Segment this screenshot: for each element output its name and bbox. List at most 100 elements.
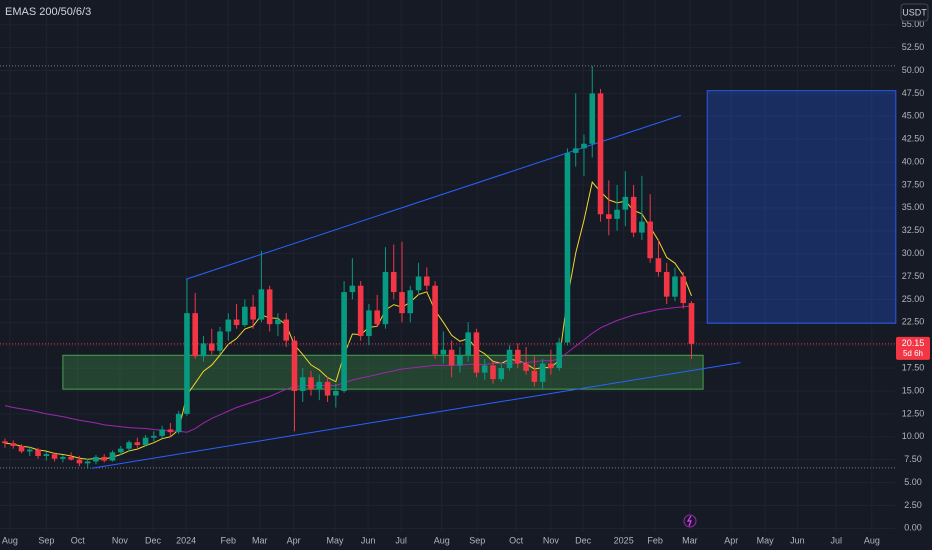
- y-tick-label: 50.00: [902, 65, 925, 75]
- candle-body: [589, 93, 596, 144]
- x-tick-label: May: [757, 535, 775, 545]
- y-tick-label: 52.50: [902, 42, 925, 52]
- y-tick-label: 22.50: [902, 317, 925, 327]
- y-tick-label: 12.50: [902, 408, 925, 418]
- candle-body: [432, 285, 438, 355]
- x-tick-label: Dec: [145, 535, 162, 545]
- candle-body: [10, 443, 17, 446]
- candle-body: [680, 276, 687, 304]
- y-tick-label: 5.00: [904, 477, 922, 487]
- x-tick-label: Mar: [682, 535, 698, 545]
- last-price-box: [896, 336, 930, 360]
- candle-body: [233, 319, 240, 326]
- candle-body: [572, 148, 579, 153]
- candle-body: [18, 445, 25, 452]
- candle-body: [399, 292, 405, 314]
- x-tick-label: Aug: [2, 535, 18, 545]
- axes: 0.002.505.007.5010.0012.5015.0017.5020.0…: [2, 19, 930, 545]
- x-tick-label: Nov: [543, 535, 560, 545]
- candle-body: [184, 313, 190, 414]
- x-tick-label: Oct: [71, 535, 86, 545]
- candle-body: [299, 377, 306, 391]
- y-tick-label: 15.00: [902, 385, 925, 395]
- candle-body: [101, 456, 108, 461]
- candle-body: [424, 276, 430, 286]
- ema-line: [4, 181, 692, 460]
- x-tick-label: Oct: [509, 535, 524, 545]
- candle-body: [407, 290, 414, 314]
- event-icon[interactable]: [683, 514, 697, 528]
- x-tick-label: Apr: [724, 535, 738, 545]
- candle-body: [26, 449, 33, 452]
- candle-body: [175, 413, 182, 433]
- y-tick-label: 47.50: [902, 88, 925, 98]
- candle-body: [43, 454, 50, 456]
- candle-body: [622, 196, 629, 210]
- y-tick-label: 32.50: [902, 225, 925, 235]
- y-tick-label: 2.50: [904, 500, 922, 510]
- currency-button[interactable]: [900, 3, 929, 22]
- x-tick-label: Jun: [790, 535, 805, 545]
- candle-body: [341, 292, 347, 391]
- zone: [706, 90, 897, 324]
- candle-body: [647, 221, 653, 259]
- x-tick-label: Jul: [831, 535, 843, 545]
- countdown-label: 5d 6h: [903, 349, 923, 358]
- candle-body: [200, 343, 207, 357]
- candle-body: [258, 289, 265, 320]
- x-tick-label: Dec: [575, 535, 592, 545]
- trend-line: [91, 362, 741, 469]
- candle-body: [556, 342, 562, 369]
- candle-body: [333, 390, 339, 396]
- currency-label[interactable]: USDT: [902, 7, 927, 17]
- x-tick-label: Sep: [38, 535, 54, 545]
- candle-body: [192, 313, 199, 357]
- candle-body: [250, 306, 256, 320]
- y-tick-label: 40.00: [902, 156, 925, 166]
- y-tick-label: 42.50: [902, 134, 925, 144]
- candle-body: [655, 258, 662, 272]
- candle-body: [275, 319, 281, 325]
- candle-body: [35, 449, 41, 456]
- candle-body: [688, 303, 695, 344]
- y-tick-label: 37.50: [902, 179, 925, 189]
- candles: [2, 65, 695, 469]
- candle-body: [382, 271, 389, 325]
- y-tick-label: 35.00: [902, 202, 925, 212]
- event-icon-bolt[interactable]: [686, 515, 692, 527]
- candle-body: [490, 365, 496, 380]
- candle-body: [217, 331, 223, 351]
- y-tick-label: 10.00: [902, 431, 925, 441]
- x-tick-label: May: [326, 535, 344, 545]
- x-tick-label: Feb: [647, 535, 663, 545]
- candle-body: [457, 355, 463, 366]
- candle-body: [390, 271, 397, 293]
- candle-body: [473, 332, 480, 373]
- candle-body: [167, 429, 174, 433]
- candle-body: [605, 214, 612, 219]
- candle-body: [614, 209, 620, 219]
- candle-body: [159, 429, 165, 436]
- y-tick-label: 55.00: [902, 19, 925, 29]
- candle-body: [316, 381, 323, 390]
- x-tick-label: Feb: [221, 535, 237, 545]
- candle-body: [357, 285, 364, 337]
- candle-body: [242, 306, 248, 326]
- last-price-label: 20.15: [902, 338, 925, 348]
- candle-body: [581, 143, 587, 149]
- candle-body: [60, 456, 66, 459]
- candle-body: [68, 456, 74, 460]
- candle-body: [76, 459, 83, 464]
- candle-body: [366, 310, 372, 337]
- candle-body: [324, 381, 331, 396]
- candle-body: [465, 332, 471, 356]
- x-tick-label: Apr: [287, 535, 301, 545]
- y-tick-label: 45.00: [902, 111, 925, 121]
- y-tick-label: 25.00: [902, 294, 925, 304]
- candle-body: [93, 456, 99, 462]
- candle-body: [117, 448, 124, 453]
- candle-body: [630, 196, 637, 233]
- candle-body: [84, 461, 91, 464]
- chart-title: EMAS 200/50/6/3: [5, 6, 91, 18]
